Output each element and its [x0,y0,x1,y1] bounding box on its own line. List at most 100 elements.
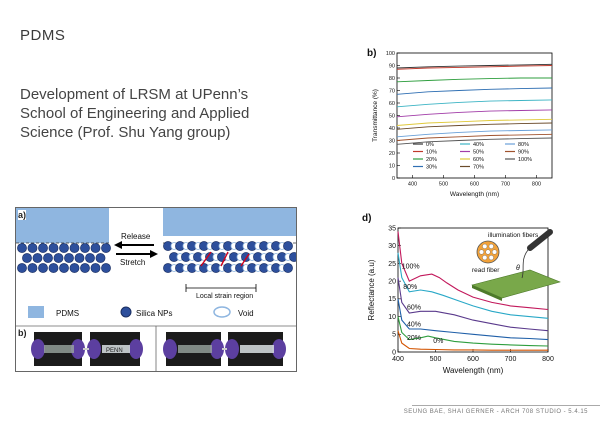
silica-np [283,241,293,251]
x-tick-label: 600 [470,182,479,188]
silica-np [90,243,101,253]
silica-np [38,263,48,273]
release-arrow [114,241,122,249]
series-line-50% [396,109,553,118]
silica-np [43,253,53,263]
series-line-0% [396,63,553,69]
series-line-100% [396,137,553,145]
series-label: 0% [433,338,443,345]
probe-icon [527,229,553,251]
figure-a-schematic: Release Stretch Local strain region PDMS… [16,208,296,371]
series-line-90% [396,133,553,141]
panel-label: d) [362,213,371,224]
inset-read-label: read fiber [472,267,500,274]
strain-region-label: Local strain region [196,293,253,300]
silica-np [59,263,69,273]
series-label: 20% [407,335,421,342]
silica-np [74,253,85,263]
silica-np [32,253,43,263]
silica-np [85,253,95,263]
y-tick-label: 90 [389,63,395,69]
silica-np [80,243,90,253]
series-label: 80% [403,284,417,291]
y-tick-label: 100 [386,51,395,57]
series-line-100% [397,231,549,311]
series-line-70% [396,122,553,130]
x-tick-label: 400 [392,356,404,363]
series-line-30% [396,87,553,95]
series-line-0% [397,330,548,351]
measurement-inset: illumination fibers read fiber θ [471,229,561,301]
stretch-label: Stretch [120,258,145,267]
y-tick-label: 30 [389,138,395,144]
panel-label: b) [367,48,376,59]
legend-silica: Silica NPs [136,309,172,318]
silica-np [283,263,293,273]
x-axis-label: Wavelength (nm) [450,191,499,198]
y-tick-label: 0 [392,176,395,182]
legend-label: 80% [518,142,529,148]
slide-footer: SEUNG BAE, SHAI GERNER - ARCH 708 STUDIO… [403,409,588,415]
legend-label: 20% [426,157,437,163]
y-tick-label: 0 [392,349,396,356]
silica-np [101,243,111,253]
x-tick-label: 400 [408,182,417,188]
series-line-40% [396,99,553,108]
y-tick-label: 30 [388,243,396,250]
x-tick-label: 600 [467,356,479,363]
series-label: 60% [407,304,421,311]
legend-label: 0% [426,142,434,148]
series-line-60% [397,277,549,332]
x-tick-label: 800 [542,356,554,363]
x-tick-label: 500 [439,182,448,188]
series-label: 40% [407,321,421,328]
y-tick-label: 60 [389,101,395,107]
pdms-block-right [163,208,296,236]
y-tick-label: 50 [389,113,395,119]
slide-description: Development of LRSM at UPenn’s School of… [20,86,250,141]
legend-label: 90% [518,150,529,156]
y-tick-label: 15 [388,296,396,303]
legend-void-swatch [213,306,231,318]
legend-label: 10% [426,150,437,156]
sample-text: PENN [106,348,123,354]
series-line-80% [396,129,553,138]
footer-divider [412,405,600,406]
legend-label: 40% [473,142,484,148]
y-tick-label: 10 [389,163,395,169]
inset-angle-label: θ [516,265,520,272]
panel-a-label: a) [18,210,27,220]
legend-label: 30% [426,165,437,171]
silica-np-layer-left [17,243,111,273]
silica-np [95,253,106,263]
legend-label: 100% [518,157,532,163]
sample-plate [471,269,561,299]
series-line-40% [397,298,549,341]
inset-illumination-label: illumination fibers [488,232,539,239]
y-tick-label: 80 [389,76,395,82]
y-axis-label: Transmittance (%) [372,89,379,142]
series-label: 100% [402,264,420,271]
y-tick-label: 20 [388,278,396,285]
silica-np [48,263,59,273]
silica-np [27,243,38,253]
legend-label: 50% [473,150,484,156]
y-tick-label: 20 [389,151,395,157]
silica-np [48,243,59,253]
silica-np [289,252,296,262]
series-line-10% [396,65,553,70]
x-tick-label: 500 [430,356,442,363]
strain-arrow [220,251,229,267]
y-tick-label: 40 [389,126,395,132]
silica-np [38,243,48,253]
y-axis-label: Reflectance (a.u) [367,259,376,320]
legend-silica-swatch [120,306,132,318]
y-tick-label: 25 [388,261,396,268]
x-tick-label: 700 [505,356,517,363]
silica-np-layer-right [163,241,296,273]
reflectance-chart: 400 500 600 700 800 0 5 10 15 20 25 30 35 Wavelength … [362,213,561,375]
silica-np [69,263,80,273]
silica-np [101,263,111,273]
silica-np [69,243,80,253]
release-label: Release [121,232,151,241]
